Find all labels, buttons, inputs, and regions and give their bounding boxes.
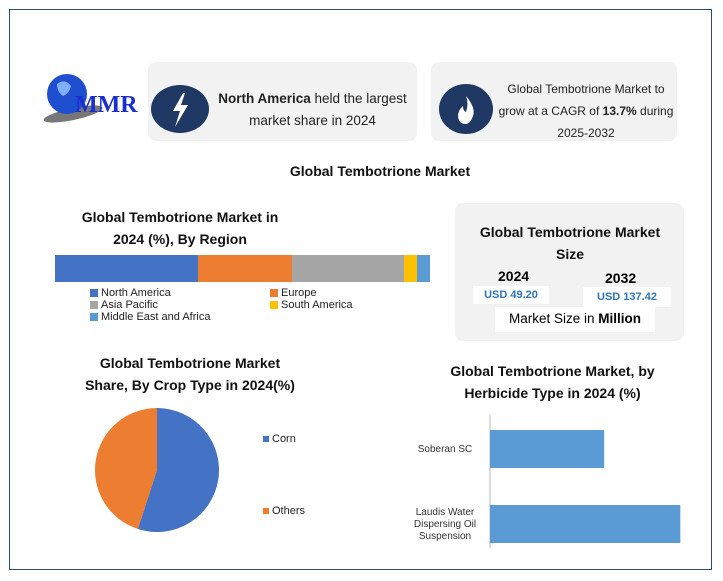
logo-text: MMR — [75, 92, 138, 118]
highlight-region: North America — [218, 91, 311, 106]
region-stacked-bar — [55, 255, 430, 282]
value-2024: USD 49.20 — [473, 286, 549, 304]
highlight-card-cagr: Global Tembotrione Market to grow at a C… — [431, 62, 677, 141]
category-label: Laudis Water Dispersing Oil Suspension — [414, 507, 476, 542]
legend-label: Europe — [281, 287, 317, 299]
cagr-text: Global Tembotrione Market to grow at a C… — [498, 82, 665, 118]
market-size-note: Market Size in Million — [495, 307, 655, 332]
legend-swatch — [90, 289, 98, 297]
highlight-text: held the largest market share in 2024 — [249, 91, 407, 128]
region-bar-segment — [197, 255, 293, 282]
legend-label: Corn — [272, 433, 296, 445]
legend-label: Asia Pacific — [101, 299, 158, 311]
herbicide-bar — [490, 505, 681, 543]
pie-slice-corn — [137, 408, 219, 532]
region-legend: North America Europe Asia Pacific South Ame… — [90, 287, 390, 323]
herbicide-bar-chart: Soberan SC Laudis Water Dispersing Oil Susp… — [414, 415, 681, 548]
note-unit: Million — [598, 311, 642, 326]
value-2032: USD 137.42 — [583, 287, 671, 307]
legend-swatch — [270, 301, 278, 309]
region-chart-title: Global Tembotrione Market in 2024 (%), B… — [81, 209, 279, 247]
region-bar-segment — [55, 255, 198, 282]
note-text: Market Size in — [508, 311, 599, 326]
crop-pie-chart — [95, 408, 219, 532]
legend-swatch — [90, 301, 98, 309]
market-size-title: Global Tembotrione Market Size — [479, 224, 661, 262]
crop-legend: Corn Others — [263, 433, 305, 569]
herbicide-bar — [490, 430, 605, 468]
legend-swatch — [263, 508, 269, 514]
year-2024: 2024 — [498, 268, 530, 284]
crop-chart-title: Global Tembotrione Market Share, By Crop… — [85, 355, 295, 393]
legend-item: Europe — [270, 287, 390, 299]
category-label: Soberan SC — [418, 444, 472, 455]
region-bar-segment — [292, 255, 404, 282]
flame-icon — [439, 84, 493, 134]
legend-item: Middle East and Africa — [90, 311, 270, 323]
legend-item: South America — [270, 299, 390, 311]
market-size-card: Global Tembotrione Market Size 2024 USD … — [455, 203, 684, 341]
legend-label: South America — [281, 299, 353, 311]
legend-label: Middle East and Africa — [101, 311, 211, 323]
cagr-period: during 2025-2032 — [557, 104, 674, 140]
region-bar-segment — [403, 255, 417, 282]
herbicide-chart-title: Global Tembotrione Market, by Herbicide … — [450, 363, 655, 401]
legend-item: North America — [90, 287, 270, 299]
legend-item: Others — [263, 505, 305, 517]
legend-label: Others — [272, 505, 306, 517]
highlight-card-region: North America held the largest market sh… — [148, 62, 417, 141]
region-bar-segment — [416, 255, 430, 282]
year-2032: 2032 — [605, 270, 637, 286]
infographic: MMR North America held the largest marke… — [9, 9, 712, 570]
legend-swatch — [263, 436, 269, 442]
legend-swatch — [90, 313, 98, 321]
legend-swatch — [270, 289, 278, 297]
lightning-icon — [151, 85, 209, 133]
legend-item: Asia Pacific — [90, 299, 270, 311]
legend-label: North America — [101, 287, 171, 299]
page-title: Global Tembotrione Market — [289, 163, 471, 179]
logo: MMR — [35, 66, 145, 126]
cagr-value: 13.7% — [602, 104, 637, 118]
pie-slice-others — [95, 408, 157, 529]
legend-item: Corn — [263, 433, 305, 445]
